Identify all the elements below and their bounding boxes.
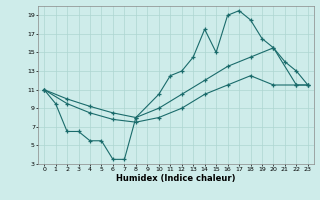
X-axis label: Humidex (Indice chaleur): Humidex (Indice chaleur)	[116, 174, 236, 183]
